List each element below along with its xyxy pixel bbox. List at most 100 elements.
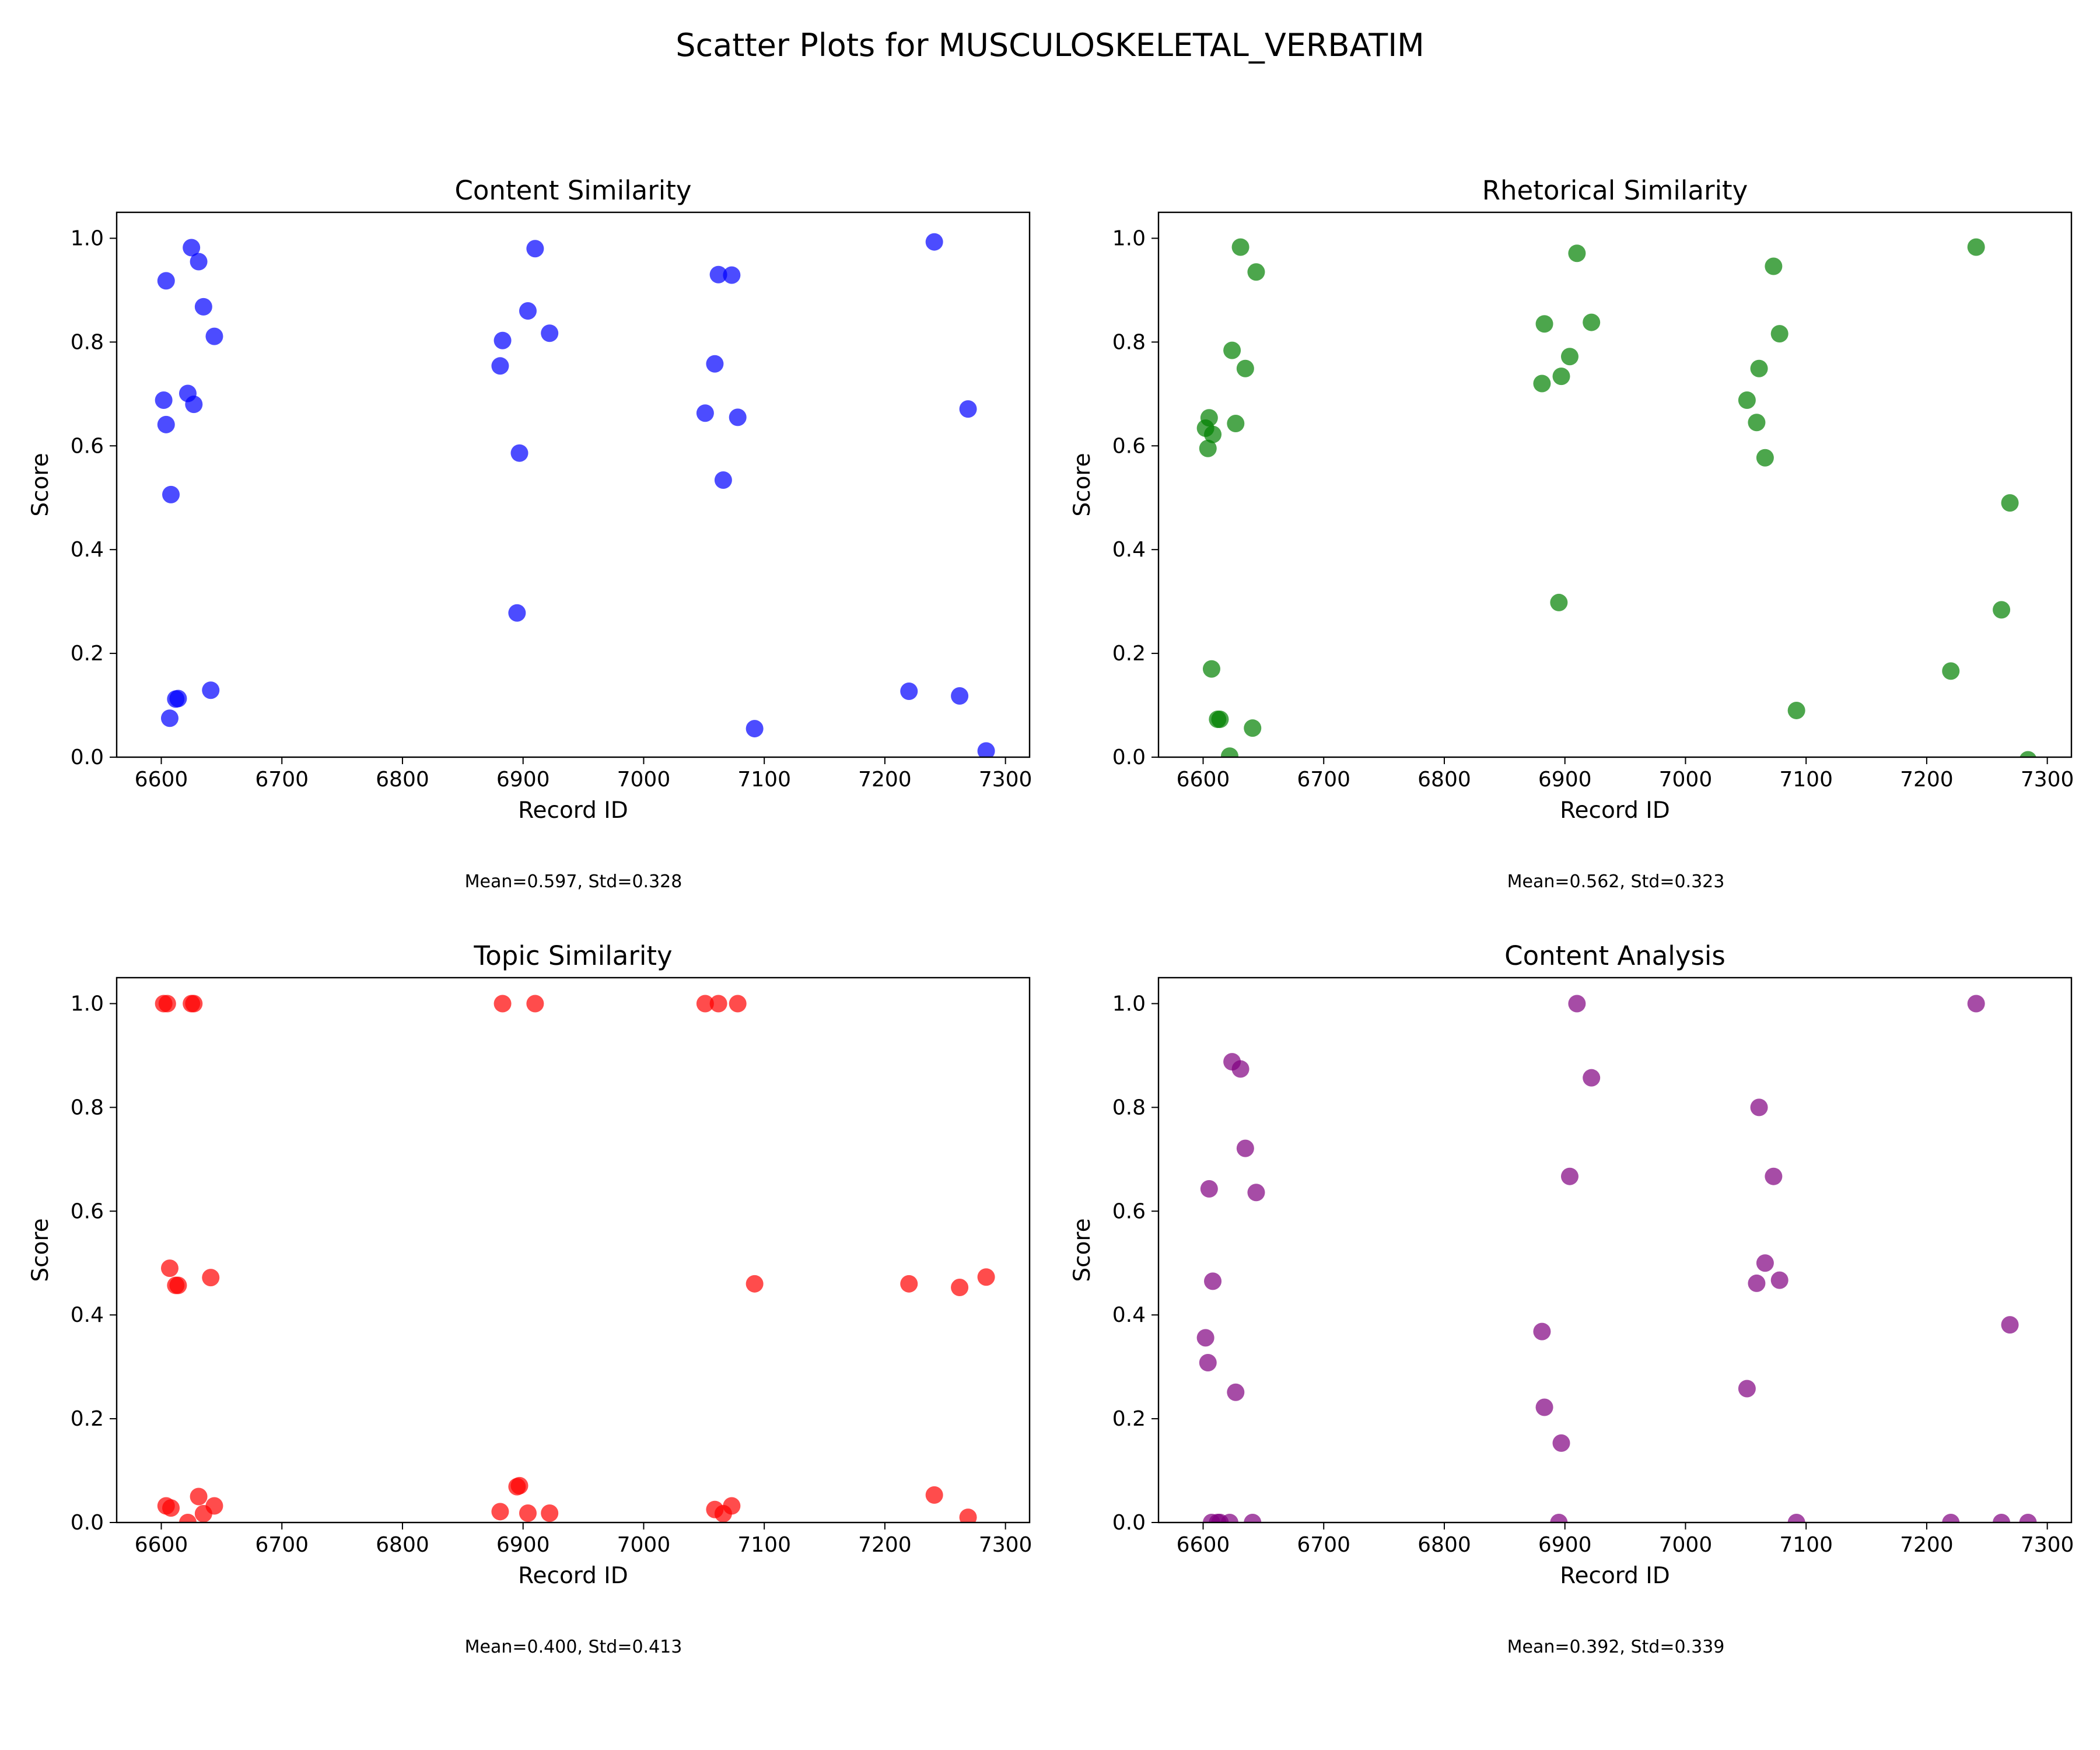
data-point [1967, 238, 1985, 256]
data-point [1993, 1514, 2011, 1522]
data-point [491, 1503, 509, 1521]
data-point [977, 742, 995, 757]
data-point [951, 687, 969, 705]
data-point [709, 265, 727, 284]
data-point [1765, 257, 1783, 275]
data-point [183, 239, 201, 257]
data-point [185, 995, 203, 1013]
y-tick-label: 0.4 [71, 538, 104, 562]
stats-text: Mean=0.562, Std=0.323 [1507, 872, 1725, 892]
data-point [178, 1514, 197, 1522]
data-point [1211, 1514, 1229, 1522]
x-tick-label: 7300 [979, 768, 1032, 792]
data-point [508, 604, 526, 622]
data-point [2019, 1514, 2037, 1522]
data-point [491, 357, 509, 375]
x-tick-label: 6600 [1177, 768, 1230, 792]
data-point [1196, 419, 1214, 438]
data-point [1552, 368, 1570, 386]
data-point [1560, 348, 1578, 366]
data-point [696, 404, 714, 422]
data-point [510, 444, 528, 462]
data-point [1231, 1060, 1250, 1078]
axes-frame [1157, 211, 2073, 758]
data-point [519, 302, 537, 320]
data-point [526, 995, 544, 1013]
y-tick-label: 0.8 [1112, 330, 1146, 354]
stats-text: Mean=0.400, Std=0.413 [464, 1637, 682, 1657]
data-point [1787, 1514, 1805, 1522]
y-tick-label: 1.0 [71, 992, 104, 1016]
data-point [2001, 1316, 2019, 1334]
data-point [1583, 313, 1601, 331]
data-point [167, 1276, 185, 1294]
x-axis-label: Record ID [518, 797, 628, 824]
x-tick-label: 6600 [1177, 1533, 1230, 1557]
data-point [900, 682, 918, 701]
y-tick-label: 1.0 [1112, 226, 1146, 250]
y-tick-label: 0.4 [1112, 1303, 1146, 1327]
data-point [1244, 1514, 1262, 1522]
data-point [169, 690, 187, 708]
data-point [202, 681, 220, 699]
data-point [746, 720, 764, 738]
data-point [1765, 1167, 1783, 1185]
x-tick-label: 7100 [1779, 768, 1833, 792]
data-point [183, 995, 201, 1013]
data-point [1738, 391, 1756, 410]
data-point [526, 240, 544, 258]
y-tick-label: 0.4 [1112, 538, 1146, 562]
data-point [205, 327, 223, 345]
data-point [977, 1268, 995, 1286]
data-point [1533, 374, 1551, 393]
data-point [190, 253, 208, 271]
y-axis-label: Score [27, 453, 54, 516]
data-point [494, 995, 512, 1013]
y-axis-label: Score [1069, 453, 1096, 516]
y-tick-label: 0.6 [71, 434, 104, 458]
x-tick-label: 7200 [858, 1533, 912, 1557]
axes-frame [116, 211, 1031, 758]
data-point [160, 1259, 178, 1278]
data-point [1247, 263, 1265, 281]
data-point [541, 324, 559, 342]
data-point [1750, 359, 1768, 377]
x-tick-label: 7100 [737, 1533, 791, 1557]
data-point [157, 415, 175, 433]
y-tick-label: 0.6 [1112, 1199, 1146, 1223]
data-point [1550, 1514, 1568, 1522]
data-point [723, 1497, 741, 1515]
data-point [178, 384, 197, 402]
data-point [706, 355, 724, 373]
data-point [1535, 315, 1553, 333]
data-point [706, 1500, 724, 1518]
data-point [1199, 439, 1217, 457]
data-point [194, 1504, 212, 1522]
x-tick-label: 6800 [376, 1533, 429, 1557]
data-point [158, 995, 176, 1013]
data-point [729, 995, 747, 1013]
x-tick-label: 7000 [1659, 768, 1713, 792]
y-tick-label: 0.2 [1112, 1407, 1146, 1431]
data-point [185, 396, 203, 414]
data-point [1227, 415, 1245, 433]
data-point [1236, 359, 1254, 377]
data-point [951, 1279, 969, 1297]
data-point [1200, 1180, 1218, 1198]
x-tick-label: 6700 [255, 768, 309, 792]
x-axis-label: Record ID [1560, 797, 1670, 824]
data-point [1993, 601, 2011, 619]
x-tick-label: 7300 [979, 1533, 1032, 1557]
data-point [1227, 1383, 1245, 1401]
data-point [1244, 719, 1262, 737]
data-point [925, 233, 943, 251]
data-points [1196, 995, 2037, 1522]
y-tick-label: 0.2 [71, 642, 104, 666]
data-point [1535, 1398, 1553, 1416]
y-axis-label: Score [27, 1218, 54, 1282]
x-tick-label: 6700 [255, 1533, 309, 1557]
data-point [746, 1275, 764, 1293]
y-tick-label: 1.0 [71, 226, 104, 250]
data-point [1231, 238, 1250, 256]
